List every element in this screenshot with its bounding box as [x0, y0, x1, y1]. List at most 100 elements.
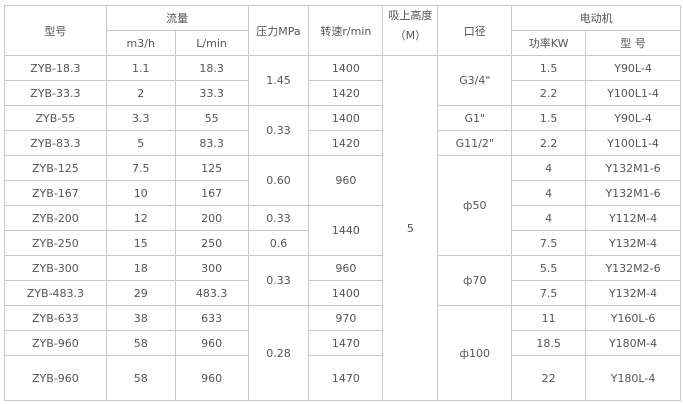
cell-motor-power: 2.2	[511, 130, 587, 156]
cell-model: ZYB-83.3	[4, 130, 107, 156]
cell-speed: 1400	[308, 105, 384, 131]
cell-flow-m3h: 12	[105, 205, 176, 231]
cell-motor-model: Y132M1-6	[585, 155, 681, 181]
cell-motor-model: Y132M2-6	[585, 255, 681, 281]
cell-flow-m3h: 7.5	[105, 155, 176, 181]
cell-motor-model: Y100L1-4	[585, 80, 681, 106]
cell-flow-lmin: 55	[174, 105, 249, 131]
cell-pressure: 0.60	[247, 155, 310, 206]
cell-speed: 1420	[308, 130, 384, 156]
cell-model: ZYB-200	[4, 205, 107, 231]
cell-flow-m3h: 29	[105, 280, 176, 306]
cell-diameter: G3/4"	[437, 55, 513, 106]
cell-flow-lmin: 960	[174, 330, 249, 356]
table-row: ZYB-33.3 2 33.3 1420 2.2 Y100L1-4	[4, 80, 681, 106]
cell-speed: 960	[308, 155, 384, 206]
table-row: ZYB-300 18 300 0.33 960 ф70 5.5 Y132M2-6	[4, 255, 681, 306]
cell-flow-lmin: 250	[174, 230, 249, 256]
cell-motor-model: Y132M-4	[585, 280, 681, 306]
header-flow-lmin: L/min	[174, 30, 249, 56]
suction-height-unit: （M）	[394, 29, 427, 42]
cell-motor-power: 4	[511, 180, 587, 206]
cell-flow-m3h: 10	[105, 180, 176, 206]
cell-speed: 1400	[308, 280, 384, 306]
cell-suction-height: 5	[382, 55, 439, 401]
table-body: ZYB-18.3 1.1 18.3 1.45 1400 5 G3/4" 1.5 Y90L-4 ZY…	[4, 55, 681, 401]
header-speed: 转速r/min	[308, 5, 384, 56]
cell-speed: 970	[308, 305, 384, 331]
table-row: ZYB-18.3 1.1 18.3 1.45 1400 5 G3/4" 1.5 Y90L-4	[4, 55, 681, 401]
cell-motor-power: 7.5	[511, 280, 587, 306]
cell-pressure: 0.33	[247, 105, 310, 156]
suction-height-label: 吸上高度	[388, 9, 433, 22]
cell-model: ZYB-18.3	[4, 55, 107, 81]
cell-diameter: ф100	[437, 305, 513, 401]
cell-model: ZYB-167	[4, 180, 107, 206]
cell-flow-m3h: 38	[105, 305, 176, 331]
cell-flow-m3h: 2	[105, 80, 176, 106]
cell-model: ZYB-633	[4, 305, 107, 331]
table-row: ZYB-483.3 29 483.3 1400 7.5 Y132M-4	[4, 280, 681, 306]
cell-speed: 1440	[308, 205, 384, 256]
cell-model: ZYB-960	[4, 355, 107, 401]
cell-motor-model: Y180M-4	[585, 330, 681, 356]
cell-model: ZYB-483.3	[4, 280, 107, 306]
header-motor-power: 功率KW	[511, 30, 587, 56]
cell-speed: 960	[308, 255, 384, 281]
header-flow: 流量	[105, 5, 249, 31]
header-pressure: 压力MPa	[247, 5, 310, 56]
cell-flow-lmin: 300	[174, 255, 249, 281]
cell-motor-power: 1.5	[511, 105, 587, 131]
cell-diameter: G11/2"	[437, 130, 513, 156]
cell-motor-power: 4	[511, 205, 587, 231]
cell-motor-power: 18.5	[511, 330, 587, 356]
table-row: ZYB-960 58 960 1470 22 Y180L-4	[4, 355, 681, 401]
cell-motor-power: 22	[511, 355, 587, 401]
cell-motor-power: 7.5	[511, 230, 587, 256]
header-flow-m3h: m3/h	[105, 30, 176, 56]
table-row: ZYB-960 58 960 1470 18.5 Y180M-4	[4, 330, 681, 356]
cell-motor-model: Y160L-6	[585, 305, 681, 331]
cell-flow-lmin: 483.3	[174, 280, 249, 306]
cell-model: ZYB-960	[4, 330, 107, 356]
table-row: ZYB-55 3.3 55 0.33 1400 G1" 1.5 Y90L-4	[4, 105, 681, 156]
cell-flow-m3h: 58	[105, 355, 176, 401]
cell-motor-model: Y90L-4	[585, 105, 681, 131]
cell-motor-model: Y90L-4	[585, 55, 681, 81]
cell-motor-model: Y180L-4	[585, 355, 681, 401]
cell-pressure: 1.45	[247, 55, 310, 106]
cell-flow-lmin: 167	[174, 180, 249, 206]
cell-speed: 1400	[308, 55, 384, 81]
cell-motor-power: 11	[511, 305, 587, 331]
cell-motor-model: Y132M-4	[585, 230, 681, 256]
cell-motor-model: Y100L1-4	[585, 130, 681, 156]
header-diameter: 口径	[437, 5, 513, 56]
cell-flow-m3h: 58	[105, 330, 176, 356]
cell-diameter: ф50	[437, 155, 513, 256]
table-row: ZYB-125 7.5 125 0.60 960 ф50 4 Y132M1-6	[4, 155, 681, 256]
cell-flow-lmin: 125	[174, 155, 249, 181]
cell-motor-model: Y132M1-6	[585, 180, 681, 206]
cell-pressure: 0.6	[247, 230, 310, 256]
header-motor: 电动机	[511, 5, 681, 31]
cell-motor-model: Y112M-4	[585, 205, 681, 231]
cell-flow-m3h: 3.3	[105, 105, 176, 131]
cell-pressure: 0.33	[247, 255, 310, 306]
table-row: ZYB-250 15 250 0.6 7.5 Y132M-4	[4, 230, 681, 256]
cell-motor-power: 1.5	[511, 55, 587, 81]
cell-flow-m3h: 18	[105, 255, 176, 281]
cell-pressure: 0.33	[247, 205, 310, 231]
cell-model: ZYB-55	[4, 105, 107, 131]
cell-model: ZYB-33.3	[4, 80, 107, 106]
cell-flow-lmin: 18.3	[174, 55, 249, 81]
cell-flow-m3h: 15	[105, 230, 176, 256]
header-suction-height: 吸上高度 （M）	[382, 5, 439, 56]
cell-flow-lmin: 33.3	[174, 80, 249, 106]
pump-spec-table: 型号 流量 压力MPa 转速r/min 吸上高度 （M） 口径 电动机 m3/h…	[4, 5, 681, 401]
cell-motor-power: 4	[511, 155, 587, 181]
cell-motor-power: 5.5	[511, 255, 587, 281]
cell-model: ZYB-300	[4, 255, 107, 281]
cell-speed: 1470	[308, 355, 384, 401]
cell-flow-m3h: 5	[105, 130, 176, 156]
header-model: 型号	[4, 5, 107, 56]
